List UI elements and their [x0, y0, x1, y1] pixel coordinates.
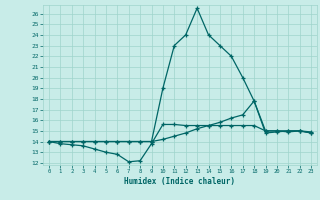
X-axis label: Humidex (Indice chaleur): Humidex (Indice chaleur) — [124, 177, 236, 186]
